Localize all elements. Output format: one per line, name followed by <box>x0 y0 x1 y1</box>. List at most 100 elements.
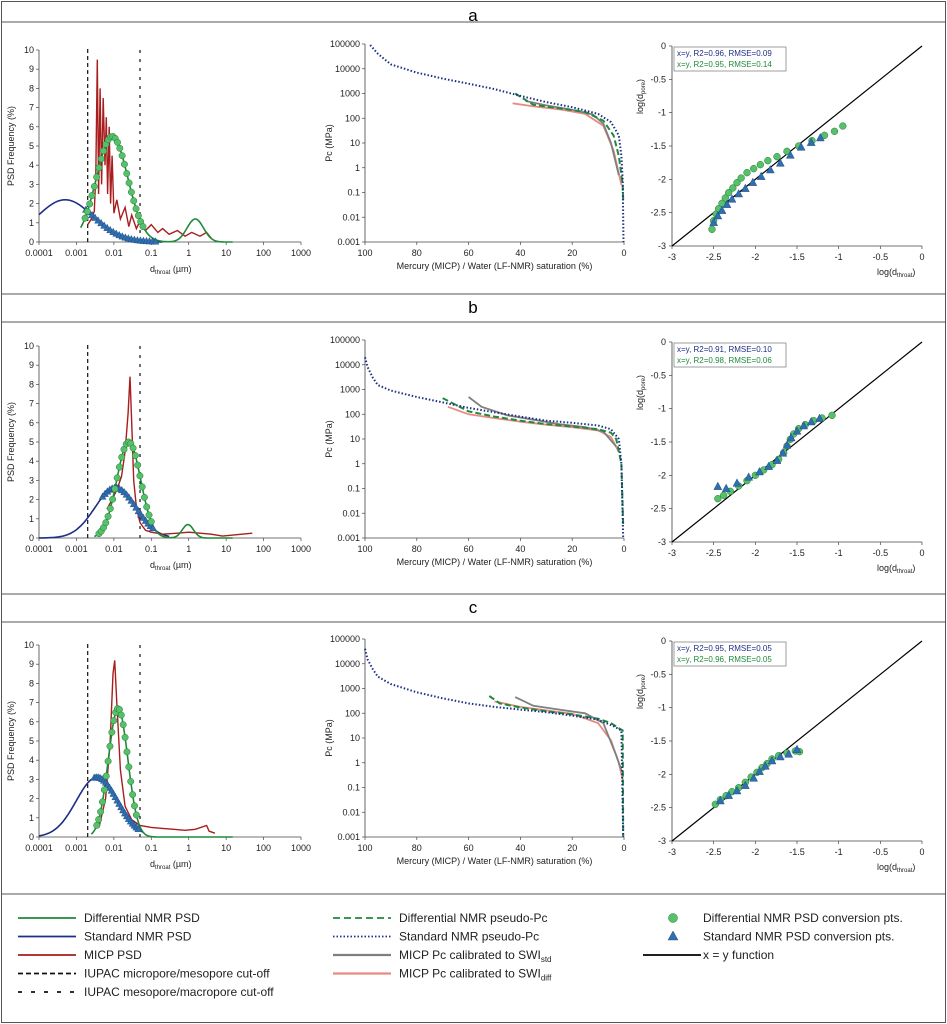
y-tick-label: 4 <box>29 456 34 466</box>
pc-chart: 0.001 0.01 0.1 1 10 100 1000 10000 100000 100 80 60… <box>324 39 627 271</box>
x-tick-label: -1 <box>835 548 843 558</box>
differential-psd-marker <box>132 205 140 213</box>
standard-conversion-point <box>732 786 742 795</box>
differential-psd-marker <box>114 138 121 146</box>
y-tick-label: -0.5 <box>650 74 666 84</box>
x-equals-y-line <box>671 640 923 842</box>
differential-psd-marker <box>139 223 147 231</box>
x-tick-label: 0.01 <box>105 248 123 258</box>
standard-conversion-point <box>786 433 796 442</box>
y-axis-label: PSD Frequency (%) <box>6 402 16 482</box>
y-tick-label: 100000 <box>330 335 360 345</box>
differential-psd-marker <box>97 155 105 163</box>
standard-conversion-point <box>775 752 785 761</box>
differential-conversion-point <box>708 225 716 233</box>
legend-label: Standard NMR pseudo-Pc <box>399 930 539 944</box>
scatter-chart: -3 -2.5 -2 -1.5 -1 -0.5 0 -3 -2.5 -2 -1.5 -1 -0.5 0 lo… <box>635 41 925 279</box>
legend-item: Standard NMR PSD conversion pts. <box>667 930 894 944</box>
y-tick-label: 4 <box>29 755 34 765</box>
panel-label: b <box>468 298 477 317</box>
r2-box <box>673 46 787 72</box>
differential-psd-marker <box>120 160 128 168</box>
legend-item: Differential NMR PSD conversion pts. <box>668 911 903 925</box>
x-tick-label: -2.5 <box>706 252 722 262</box>
differential-conversion-point <box>743 169 751 177</box>
differential-psd-marker <box>106 742 114 750</box>
x-tick-label: 100 <box>357 248 372 258</box>
legend-label: IUPAC micropore/mesopore cut-off <box>84 967 270 981</box>
differential-psd-marker <box>104 512 112 520</box>
micp-pc-std-line <box>468 396 617 448</box>
x-tick-label: 100 <box>256 843 271 853</box>
y-tick-label: 1000 <box>340 385 360 395</box>
standard-conversion-point <box>740 780 750 789</box>
y-tick-label: 10000 <box>335 659 360 669</box>
differential-psd-marker <box>117 711 125 719</box>
x-tick-label: 40 <box>515 843 525 853</box>
standard-psd-marker <box>149 524 157 532</box>
differential-psd-marker <box>123 170 131 177</box>
y-tick-label: -2.5 <box>650 208 666 218</box>
legend-item: Standard NMR PSD <box>18 930 192 944</box>
differential-psd-marker <box>119 721 127 729</box>
x-axis-label: log(dthroat) <box>877 267 915 279</box>
legend-item: Standard NMR pseudo-Pc <box>333 930 539 944</box>
y-tick-label: 7 <box>29 103 34 113</box>
y-tick-label: -0.5 <box>650 370 666 380</box>
y-tick-label: 9 <box>29 360 34 370</box>
scatter-chart: -3 -2.5 -2 -1.5 -1 -0.5 0 -3 -2.5 -2 -1.5 -1 -0.5 0 lo… <box>635 636 925 874</box>
x-tick-label: 10 <box>221 248 231 258</box>
y-tick-label: 9 <box>29 64 34 74</box>
differential-conversion-point <box>720 491 728 499</box>
x-tick-label: 1 <box>186 248 191 258</box>
x-tick-label: -1.5 <box>789 847 805 857</box>
y-tick-label: 5 <box>29 141 34 151</box>
differential-conversion-point <box>733 179 741 187</box>
legend-item: x = y function <box>643 948 774 962</box>
standard-conversion-point <box>760 761 770 770</box>
standard-psd-marker <box>134 824 143 832</box>
standard-conversion-point <box>709 217 719 226</box>
differential-conversion-point <box>839 122 847 130</box>
x-tick-label: 60 <box>464 843 474 853</box>
y-tick-label: 100000 <box>330 39 360 49</box>
standard-conversion-point <box>796 142 806 151</box>
y-tick-label: 6 <box>29 418 34 428</box>
x-tick-label: 10 <box>221 843 231 853</box>
differential-psd-marker <box>95 816 103 823</box>
differential-psd-marker <box>134 212 142 220</box>
y-tick-label: 100000 <box>330 634 360 644</box>
differential-conversion-point <box>725 189 733 197</box>
standard-nmr-psd-line <box>38 776 144 837</box>
y-tick-label: 7 <box>29 399 34 409</box>
differential-psd-marker <box>102 519 110 527</box>
differential-psd-marker <box>130 197 138 205</box>
x-tick-label: -3 <box>668 548 676 558</box>
y-tick-label: -1 <box>658 703 666 713</box>
standard-conversion-point <box>713 481 723 490</box>
y-tick-label: 1 <box>29 813 34 823</box>
legend-item: MICP PSD <box>18 948 142 962</box>
y-tick-label: 9 <box>29 659 34 669</box>
legend-label: x = y function <box>703 948 774 962</box>
standard-psd-marker <box>151 237 160 245</box>
differential-psd-marker <box>108 728 116 736</box>
y-tick-label: 3 <box>29 179 34 189</box>
y-tick-label: -1 <box>658 108 666 118</box>
x-tick-label: 40 <box>515 544 525 554</box>
differential-psd-marker <box>97 808 105 816</box>
y-tick-label: -0.5 <box>650 669 666 679</box>
y-tick-label: -1 <box>658 404 666 414</box>
x-tick-label: 100 <box>256 544 271 554</box>
x-tick-label: -0.5 <box>873 548 889 558</box>
standard-conversion-point <box>792 426 802 435</box>
y-tick-label: 5 <box>29 736 34 746</box>
x-axis-label: dthroat (µm) <box>150 859 192 871</box>
standard-conversion-point <box>724 790 734 799</box>
differential-psd-marker <box>115 463 123 471</box>
differential-conversion-point <box>721 194 729 202</box>
y-tick-label: 0.1 <box>347 188 360 198</box>
y-tick-label: 10000 <box>335 360 360 370</box>
legend-label: Standard NMR PSD <box>84 930 192 944</box>
